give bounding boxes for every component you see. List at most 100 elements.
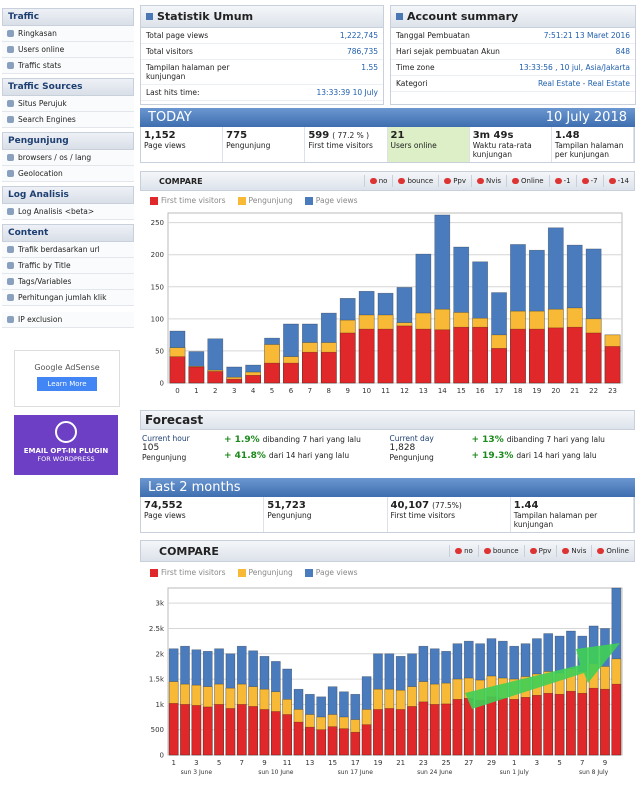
toolbar-button[interactable]: bounce xyxy=(477,545,524,557)
menu-item[interactable]: Log Analisis <beta> xyxy=(2,204,134,220)
bar xyxy=(434,329,451,384)
toolbar-title: COMPARE xyxy=(159,176,203,186)
x-tick-label: 4 xyxy=(251,387,256,395)
toolbar-button[interactable]: -14 xyxy=(602,175,634,187)
y-tick-label: 100 xyxy=(151,315,164,323)
trend-arrow xyxy=(465,643,620,709)
stat-label: Tampilan halaman per kunjungan xyxy=(513,511,598,529)
forecast-change: + 13% dibanding 7 hari yang lalu xyxy=(472,435,605,445)
bar xyxy=(350,731,361,756)
forecast-right: + 1.9% dibanding 7 hari yang lalu + 41.8% d… xyxy=(224,434,361,467)
x-tick-label: 9 xyxy=(603,759,607,767)
x-tick-label: 1 xyxy=(171,759,175,767)
forecast-left: Current day 1,828 Pengunjung xyxy=(390,434,472,467)
today-title: TODAY xyxy=(148,110,192,125)
x-tick-label: 10 xyxy=(362,387,371,395)
y-tick-label: 500 xyxy=(151,726,164,734)
x-tick-label: 3 xyxy=(194,759,198,767)
adsense-button[interactable]: Learn More xyxy=(37,377,97,391)
x-sublabel: sun 17 June xyxy=(338,769,374,776)
bar xyxy=(384,708,395,756)
menu-item[interactable]: IP exclusion xyxy=(2,312,134,328)
section-header: Pengunjung xyxy=(2,132,134,150)
bar xyxy=(395,709,406,756)
x-tick-label: 27 xyxy=(464,759,473,767)
bar xyxy=(429,704,440,756)
menu-item[interactable]: Situs Perujuk xyxy=(2,96,134,112)
x-tick-label: 6 xyxy=(289,387,294,395)
bar xyxy=(452,699,463,756)
toolbar-button[interactable]: -7 xyxy=(575,175,603,187)
menu-item[interactable]: browsers / os / lang xyxy=(2,150,134,166)
forecast-section: Forecast Current hour 105 Pengunjung + 1.9%… xyxy=(140,410,635,471)
menu-item[interactable]: Geolocation xyxy=(2,166,134,182)
row-label: Tampilan halaman per kunjungan xyxy=(146,63,230,81)
y-tick-label: 200 xyxy=(151,251,164,259)
bar xyxy=(418,701,429,756)
toolbar-button[interactable]: bounce xyxy=(392,175,438,187)
bar xyxy=(270,711,281,756)
bar xyxy=(361,724,372,756)
menu-item[interactable]: Traffic stats xyxy=(2,58,134,74)
forecast-block: Current hour 105 Pengunjung + 1.9% dibanding… xyxy=(140,430,388,471)
x-sublabel: sun 3 June xyxy=(181,769,213,776)
bar xyxy=(236,704,247,756)
row: Kategori Real Estate - Real Estate xyxy=(391,76,635,92)
bar xyxy=(509,699,520,756)
bar xyxy=(600,688,610,756)
stat-cell: 1,152 Page views xyxy=(141,127,224,162)
x-tick-label: 3 xyxy=(535,759,539,767)
bar xyxy=(377,328,394,384)
menu-item[interactable]: Users online xyxy=(2,42,134,58)
stat-value: 775 xyxy=(226,130,248,141)
menu-item[interactable]: Perhitungan jumlah klik xyxy=(2,290,134,306)
toolbar-button[interactable]: Nvis xyxy=(556,545,591,557)
toolbar-button[interactable]: Ppv xyxy=(438,175,471,187)
menu-item[interactable]: Trafik berdasarkan url xyxy=(2,242,134,258)
x-tick-label: 15 xyxy=(457,387,466,395)
optin-ad[interactable]: EMAIL OPT-IN PLUGIN FOR WORDPRESS xyxy=(14,415,118,475)
legend-entry: Page views xyxy=(305,196,358,205)
stat-label: Users online xyxy=(390,141,437,150)
menu-item[interactable]: Search Engines xyxy=(2,112,134,128)
bar xyxy=(283,362,299,384)
menu-item[interactable]: Ringkasan xyxy=(2,26,134,42)
bar xyxy=(532,694,542,756)
forecast-pct: + 19.3% xyxy=(471,451,514,461)
forecast-text: dibanding 7 hari yang lalu xyxy=(262,435,361,444)
stat-cell: 599( 77.2 % ) First time visitors xyxy=(305,127,388,162)
toolbar-button[interactable]: Online xyxy=(591,545,634,557)
bar xyxy=(282,714,293,756)
forecast-text: dibanding 7 hari yang lalu xyxy=(506,435,605,444)
toolbar-button[interactable]: Ppv xyxy=(523,545,557,557)
toolbar-button[interactable]: -1 xyxy=(548,175,576,187)
bar xyxy=(407,706,417,756)
menu-item[interactable]: Tags/Variables xyxy=(2,274,134,290)
bar xyxy=(264,362,280,384)
stat-label: First time visitors xyxy=(308,141,373,150)
adsense-ad[interactable]: Google AdSense Learn More xyxy=(14,350,120,407)
row-label: Kategori xyxy=(396,79,428,88)
bar xyxy=(373,709,383,756)
legend-entry: Pengunjung xyxy=(238,568,293,577)
toolbar-button[interactable]: no xyxy=(449,545,478,557)
x-tick-label: 22 xyxy=(589,387,598,395)
y-tick-label: 150 xyxy=(151,283,164,291)
sidebar: Traffic Ringkasan Users online Traffic stat… xyxy=(2,4,134,328)
toolbar-button[interactable]: no xyxy=(363,175,393,187)
menu-item[interactable]: Traffic by Title xyxy=(2,258,134,274)
compare-toolbar: COMPARE no bounce Ppv Nvis Online -1 -7 -14 xyxy=(140,171,635,191)
stat-label: Page views xyxy=(144,141,186,150)
bar xyxy=(604,346,621,384)
forecast-text: dari 14 hari yang lalu xyxy=(268,451,350,460)
toolbar-title: COMPARE xyxy=(159,544,219,558)
legend-entry: Page views xyxy=(305,568,358,577)
row-value: 1.55 xyxy=(361,63,378,72)
x-tick-label: 1 xyxy=(194,387,198,395)
bar xyxy=(520,697,531,756)
toolbar-button[interactable]: Nvis xyxy=(471,175,506,187)
toolbar-button[interactable]: Online xyxy=(506,175,549,187)
bar xyxy=(475,700,485,756)
row: Hari sejak pembuatan Akun 848 xyxy=(391,44,635,60)
